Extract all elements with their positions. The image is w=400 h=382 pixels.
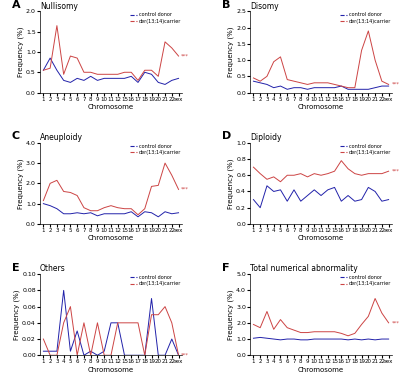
- Legend: control donor, der(13;14)carrier: control donor, der(13;14)carrier: [130, 275, 181, 286]
- Text: Aneuploidy: Aneuploidy: [40, 133, 83, 142]
- X-axis label: Chromosome: Chromosome: [298, 366, 344, 372]
- Text: ***: ***: [181, 187, 189, 192]
- Legend: control donor, der(13;14)carrier: control donor, der(13;14)carrier: [130, 144, 181, 155]
- Legend: control donor, der(13;14)carrier: control donor, der(13;14)carrier: [340, 144, 391, 155]
- Y-axis label: Frequency (%): Frequency (%): [228, 27, 234, 77]
- Text: ***: ***: [181, 353, 189, 358]
- X-axis label: Chromosome: Chromosome: [88, 366, 134, 372]
- Y-axis label: Frequency (%): Frequency (%): [17, 27, 24, 77]
- Y-axis label: Frequency (%): Frequency (%): [228, 290, 234, 340]
- Text: B: B: [222, 0, 230, 10]
- Text: Diploidy: Diploidy: [250, 133, 282, 142]
- X-axis label: Chromosome: Chromosome: [88, 235, 134, 241]
- Text: C: C: [12, 131, 20, 141]
- Text: Total numerical abnormality: Total numerical abnormality: [250, 264, 358, 274]
- Text: E: E: [12, 263, 19, 273]
- Text: Nullisomy: Nullisomy: [40, 2, 78, 11]
- X-axis label: Chromosome: Chromosome: [298, 104, 344, 110]
- Text: A: A: [12, 0, 20, 10]
- Y-axis label: Frequency (%): Frequency (%): [14, 290, 20, 340]
- Text: Disomy: Disomy: [250, 2, 279, 11]
- Text: ***: ***: [181, 53, 189, 58]
- Legend: control donor, der(13;14)carrier: control donor, der(13;14)carrier: [130, 13, 181, 24]
- Y-axis label: Frequency (%): Frequency (%): [228, 158, 234, 209]
- Text: ***: ***: [391, 169, 399, 174]
- X-axis label: Chromosome: Chromosome: [88, 104, 134, 110]
- Text: Others: Others: [40, 264, 66, 274]
- Legend: control donor, der(13;14)carrier: control donor, der(13;14)carrier: [340, 275, 391, 286]
- Text: F: F: [222, 263, 229, 273]
- Text: ***: ***: [391, 320, 399, 325]
- X-axis label: Chromosome: Chromosome: [298, 235, 344, 241]
- Text: ***: ***: [391, 82, 399, 87]
- Legend: control donor, der(13;14)carrier: control donor, der(13;14)carrier: [340, 13, 391, 24]
- Text: D: D: [222, 131, 231, 141]
- Y-axis label: Frequency (%): Frequency (%): [17, 158, 24, 209]
